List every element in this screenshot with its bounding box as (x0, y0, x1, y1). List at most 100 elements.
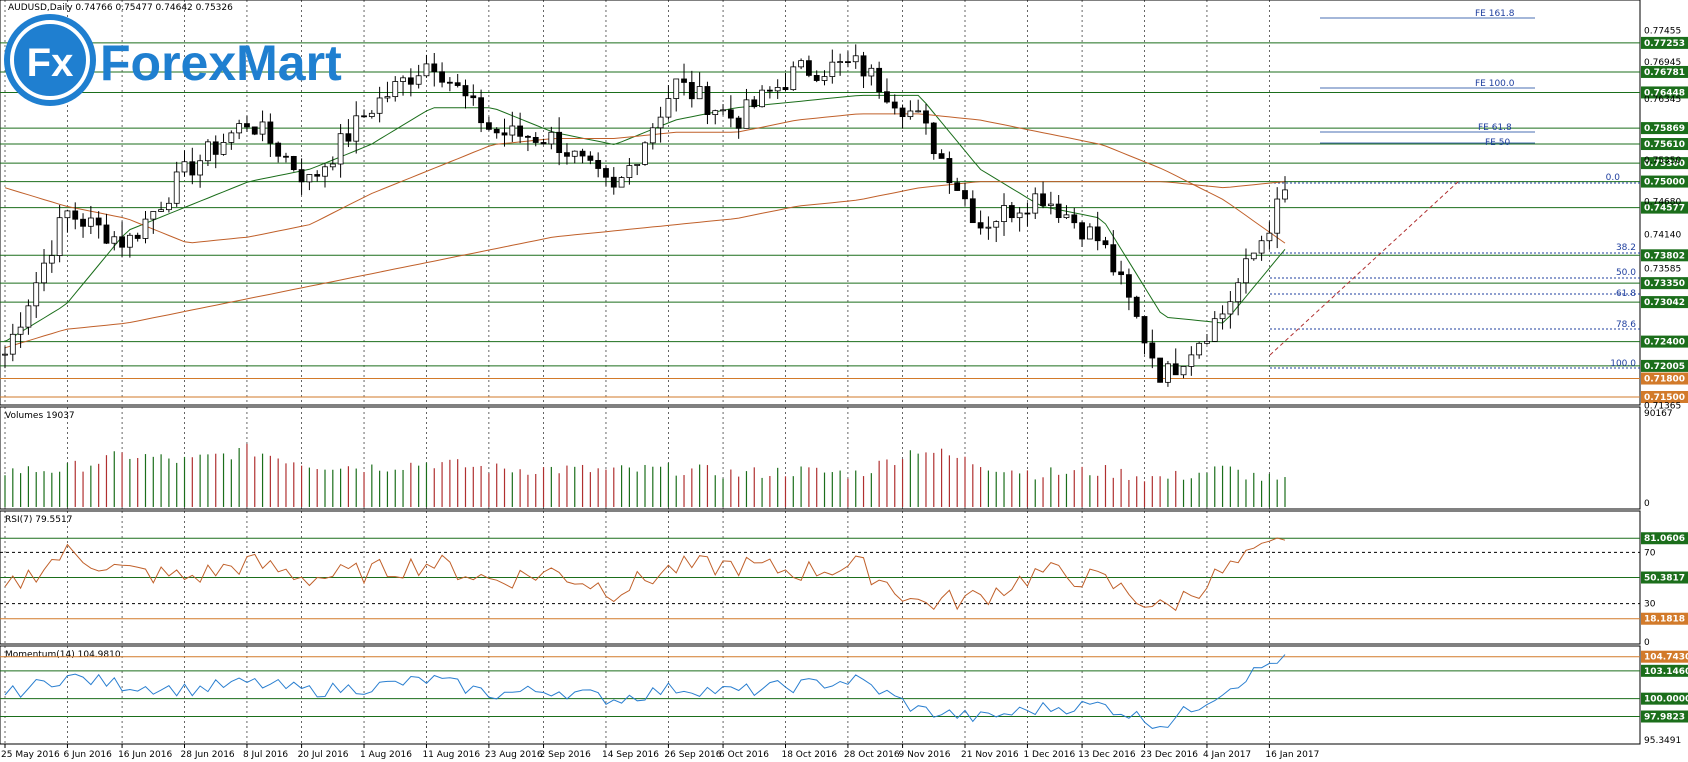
candle-body (1133, 296, 1140, 317)
rsi-header: RSI(7) 79.5517 (5, 515, 72, 525)
candle-body (212, 141, 219, 155)
candle-body (649, 127, 656, 144)
logo-badge-text: Fx (27, 41, 74, 85)
level-price-box (1641, 390, 1688, 403)
candle-body (509, 125, 516, 136)
date-label: 26 Sep 2016 (664, 750, 721, 760)
momentum-panel-frame (0, 645, 1641, 745)
candle-body (821, 76, 828, 81)
candle-body (1016, 212, 1023, 219)
fibo-ret-label: 78.6 (1616, 320, 1636, 330)
candle-body (150, 211, 157, 220)
candle-body (1055, 203, 1062, 219)
rsi-line (4, 537, 1286, 612)
candle-body (1243, 258, 1249, 284)
candle-body (993, 221, 1000, 228)
date-label: 6 Oct 2016 (719, 750, 769, 760)
candle-body (845, 61, 851, 63)
level-price-label: 0.76781 (1644, 68, 1685, 78)
candle-body (907, 110, 914, 118)
moving-averages (4, 94, 1286, 349)
candle-body (64, 210, 71, 219)
level-price-label: 0.76448 (1644, 88, 1685, 98)
candle-body (884, 91, 890, 103)
candle-body (1235, 282, 1242, 303)
candle-body (142, 218, 149, 239)
candle-body (1157, 357, 1164, 383)
momentum-level-box (1641, 710, 1688, 723)
rsi-axis-label: 50.3817 (1644, 574, 1685, 584)
level-price-box (1641, 175, 1688, 188)
rsi-axis-label: 81.0606 (1644, 534, 1685, 544)
candle-body (985, 226, 992, 229)
candle-body (87, 217, 94, 227)
moving-average-line (4, 181, 1286, 349)
price-axis-label: 0.77455 (1644, 26, 1681, 36)
momentum-header: Momentum(14) 104.9810 (5, 650, 121, 660)
date-label: 14 Sep 2016 (602, 750, 659, 760)
date-label: 9 Nov 2016 (899, 750, 951, 760)
candle-body (1102, 240, 1109, 246)
momentum-axis-label: 97.9823 (1644, 713, 1685, 723)
candle-body (837, 61, 844, 63)
candle-body (1032, 193, 1039, 214)
fibo-ret-label: 61.8 (1616, 289, 1636, 299)
candle-body (681, 78, 687, 83)
level-price-box (1641, 277, 1688, 290)
price-levels: 0.77253 0.76781 0.76448 0.75869 0.75610 0.753… (0, 36, 1688, 403)
momentum-level-box (1641, 692, 1688, 705)
momentum-levels: 104.7430 103.1460 100.0000 97.9823 95.3491 (0, 650, 1688, 746)
candle-body (486, 122, 492, 130)
rsi-levels: 81.0606 70 50.3817 30 18.1818 0 (0, 532, 1688, 648)
level-price-box (1641, 201, 1688, 214)
candle-body (1126, 274, 1132, 298)
level-price-box (1641, 86, 1688, 99)
level-price-label: 0.73042 (1644, 298, 1685, 308)
fibo-ext-label: FE 161.8 (1475, 9, 1515, 19)
candle-body (2, 353, 8, 356)
date-label: 16 Jan 2017 (1265, 750, 1319, 760)
candle-body (977, 222, 984, 229)
level-price-box (1641, 296, 1688, 309)
date-label: 23 Dec 2016 (1141, 750, 1199, 760)
moving-average-line (4, 94, 1286, 343)
date-label: 28 Oct 2016 (844, 750, 900, 760)
candle-body (657, 116, 664, 129)
level-price-label: 0.75869 (1644, 124, 1685, 134)
candle-body (166, 202, 172, 211)
fibo-ret-label: 38.2 (1616, 243, 1636, 253)
candle-body (322, 166, 328, 177)
volumes-axis-bottom: 0 (1644, 499, 1650, 509)
candle-body (735, 117, 742, 129)
candle-body (790, 66, 797, 91)
candle-body (25, 305, 32, 328)
candle-body (1001, 205, 1007, 223)
candle-body (696, 86, 703, 100)
candle-body (407, 77, 414, 85)
fibonacci-retracement: 0.0 38.2 50.0 61.8 78.6 100.0 (1269, 173, 1640, 369)
candle-body (704, 86, 711, 115)
momentum-line (4, 654, 1286, 729)
candle-body (173, 171, 180, 204)
candle-body (727, 109, 734, 119)
candle-body (813, 75, 820, 81)
candle-body (376, 97, 383, 114)
candle-body (751, 99, 758, 108)
candle-body (17, 326, 24, 335)
candle-body (829, 61, 836, 77)
candle-body (891, 101, 898, 109)
price-axis-label: 0.73585 (1644, 265, 1681, 275)
level-price-box (1641, 36, 1688, 49)
candle-body (181, 161, 188, 173)
candle-body (415, 75, 422, 85)
candle-body (1204, 341, 1210, 344)
price-axis-label: 0.76345 (1644, 95, 1681, 105)
rsi-level-box (1641, 532, 1688, 545)
candle-body (1266, 232, 1273, 242)
candle-body (1040, 193, 1046, 206)
level-price-box (1641, 249, 1688, 262)
candle-body (1258, 240, 1265, 254)
candle-body (119, 236, 125, 248)
level-price-label: 0.73802 (1644, 251, 1685, 261)
